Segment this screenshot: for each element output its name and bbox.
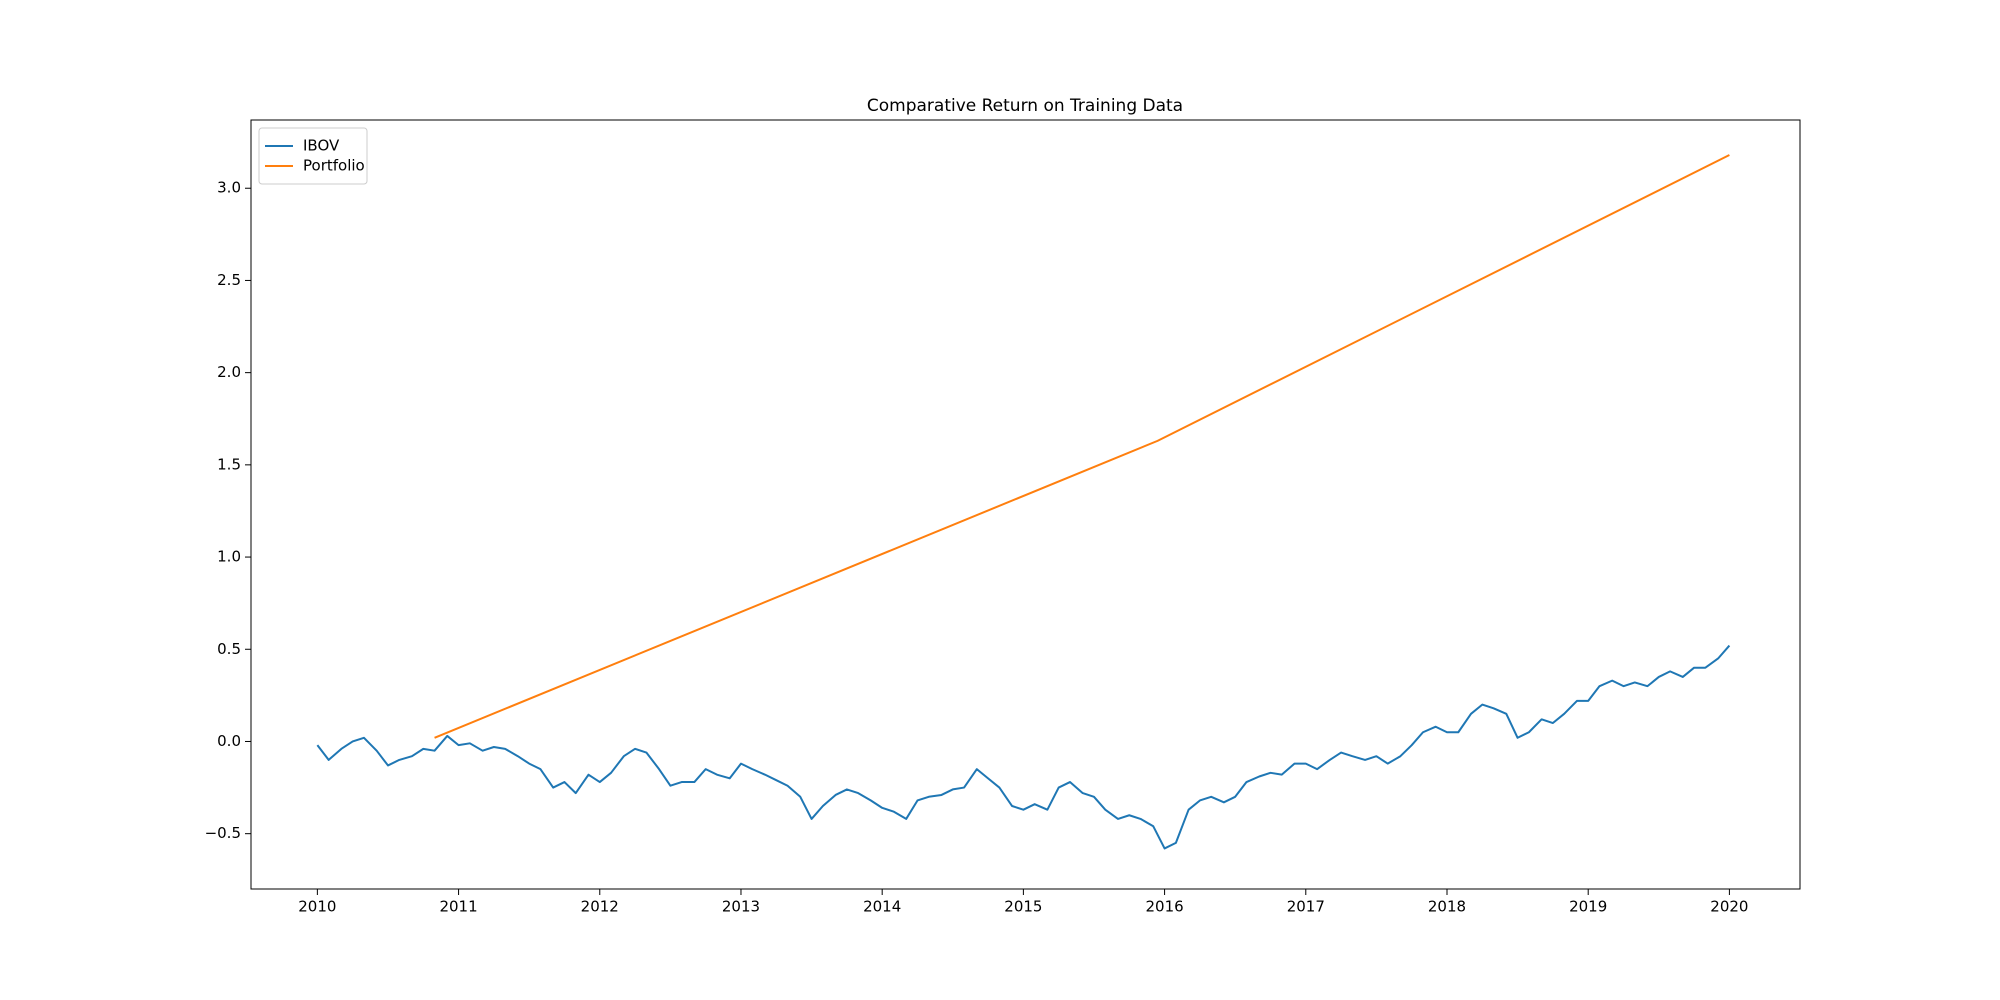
legend-label: IBOV xyxy=(303,137,340,155)
y-tick-label: −0.5 xyxy=(205,824,241,842)
chart-title: Comparative Return on Training Data xyxy=(867,96,1183,116)
x-tick-label: 2010 xyxy=(298,898,336,916)
y-tick-label: 0.5 xyxy=(217,640,241,658)
y-tick-label: 2.5 xyxy=(217,271,241,289)
x-tick-label: 2011 xyxy=(439,898,477,916)
y-tick-label: 1.5 xyxy=(217,455,241,473)
y-tick-label: 0.0 xyxy=(217,732,241,750)
axes-frame xyxy=(250,119,1801,890)
y-tick-label: 1.0 xyxy=(217,548,241,566)
y-tick-label: 2.0 xyxy=(217,363,241,381)
y-tick-label: 3.0 xyxy=(217,179,241,197)
x-tick-label: 2013 xyxy=(722,898,760,916)
x-tick-label: 2019 xyxy=(1569,898,1607,916)
legend-label: Portfolio xyxy=(303,157,365,175)
line xyxy=(316,644,1731,850)
x-tick-label: 2017 xyxy=(1287,898,1325,916)
line xyxy=(434,154,1730,739)
legend-box xyxy=(258,127,368,185)
x-tick-label: 2012 xyxy=(581,898,619,916)
x-tick-label: 2016 xyxy=(1145,898,1183,916)
x-tick-label: 2015 xyxy=(1004,898,1042,916)
x-tick-label: 2018 xyxy=(1428,898,1466,916)
x-tick-label: 2020 xyxy=(1710,898,1748,916)
x-tick-label: 2014 xyxy=(863,898,901,916)
